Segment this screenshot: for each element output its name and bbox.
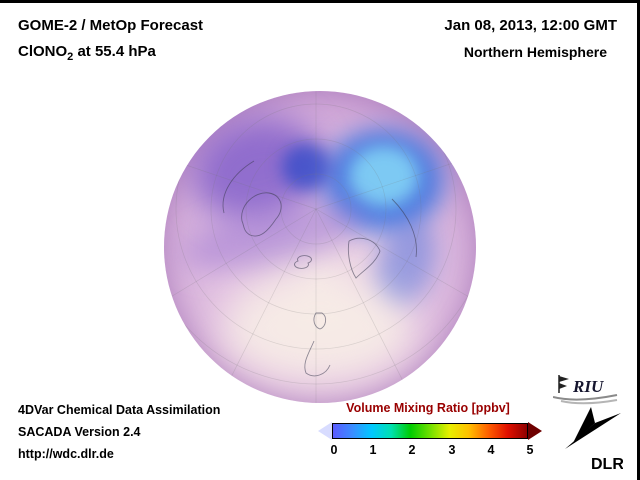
region-label: Northern Hemisphere: [463, 44, 607, 60]
graticule-and-coastlines: [164, 91, 476, 403]
hemisphere-globe-map: [164, 91, 476, 403]
colorbar-tick: 5: [526, 443, 534, 457]
species-subscript: 2: [67, 51, 74, 63]
riu-logo: RIU: [552, 373, 625, 405]
colorbar: [318, 422, 542, 440]
colorbar-left-arrow-icon: [318, 422, 332, 440]
header-left: GOME-2 / MetOp Forecast ClONO2 at 55.4 h…: [18, 13, 203, 70]
wdc-url-label: http://wdc.dlr.de: [18, 447, 114, 461]
dlr-logo-text: DLR: [591, 456, 623, 473]
cyan-core-region: [349, 146, 419, 206]
pale-low-region: [222, 279, 414, 381]
colorbar-gradient: [332, 423, 528, 439]
assimilation-label: 4DVar Chemical Data Assimilation: [18, 403, 221, 417]
graticule: [164, 91, 476, 403]
version-label: SACADA Version 2.4: [18, 425, 141, 439]
riu-logo-text: RIU: [572, 377, 604, 396]
dlr-logo-graphic: DLR: [565, 407, 624, 473]
colorbar-tick: 4: [487, 443, 495, 457]
datetime-label: Jan 08, 2013, 12:00 GMT: [444, 17, 617, 34]
colorbar-tick: 1: [369, 443, 377, 457]
product-title: GOME-2 / MetOp Forecast: [18, 17, 204, 34]
species-name: ClONO: [18, 43, 68, 60]
colorbar-title: Volume Mixing Ratio [ppbv]: [346, 401, 510, 415]
species-level-label: ClONO2 at 55.4 hPa: [18, 39, 203, 70]
colorbar-tick: 0: [330, 443, 338, 457]
riu-logo-graphic: RIU: [552, 375, 618, 405]
coastlines: [222, 160, 417, 377]
colorbar-tick: 2: [408, 443, 416, 457]
footer-info: 4DVar Chemical Data Assimilation SACADA …: [18, 399, 220, 465]
pressure-level: at 55.4 hPa: [73, 43, 156, 60]
colorbar-tick: 3: [448, 443, 456, 457]
colorbar-right-arrow-icon: [528, 422, 542, 440]
deep-blue-spot: [282, 143, 330, 191]
header-right: Jan 08, 2013, 12:00 GMT Northern Hemisph…: [444, 13, 617, 65]
dlr-logo: DLR: [555, 405, 624, 473]
